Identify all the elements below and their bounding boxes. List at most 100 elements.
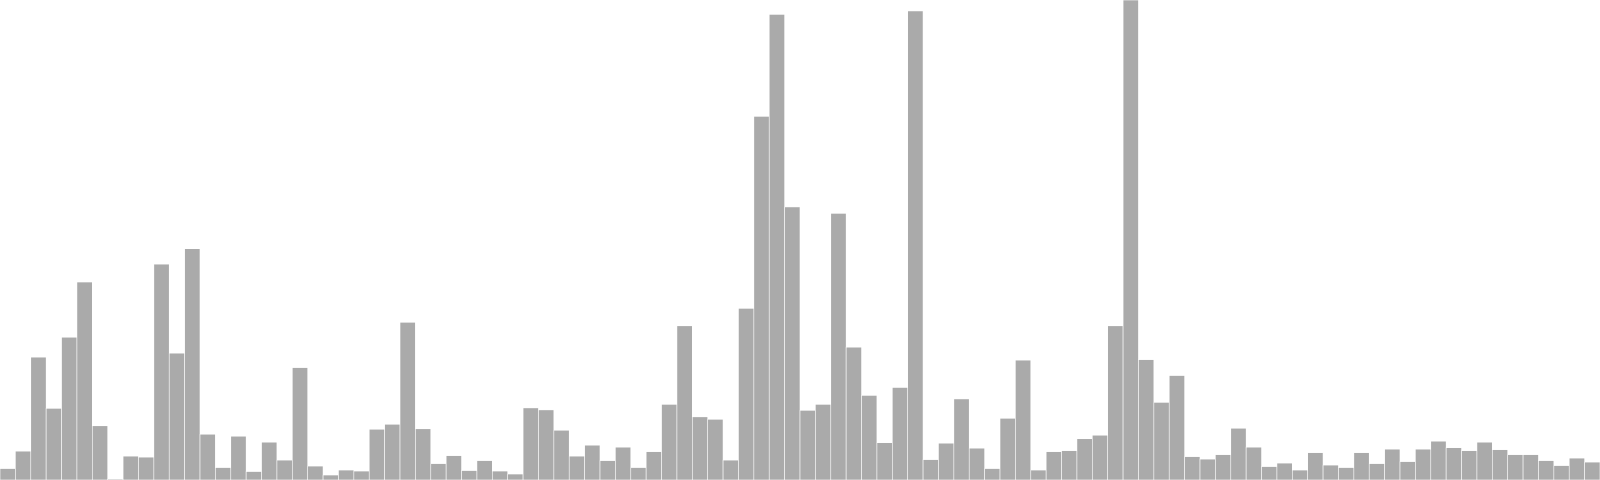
bar-20 [292, 367, 308, 480]
bar-71 [1076, 438, 1093, 480]
bar-72 [1092, 434, 1108, 480]
bar-104 [1584, 461, 1600, 480]
bar-98 [1492, 449, 1508, 480]
bar-40 [599, 460, 616, 480]
bar-22 [322, 474, 339, 480]
bar-29 [430, 463, 447, 480]
bar-81 [1230, 427, 1247, 480]
bar-13 [184, 248, 201, 480]
bar-36 [538, 409, 555, 480]
bar-59 [892, 387, 908, 480]
bar-48 [722, 459, 739, 480]
bar-39 [584, 444, 601, 480]
bar-87 [1322, 464, 1339, 480]
bar-91 [1384, 448, 1401, 480]
bar-90 [1368, 463, 1385, 480]
bar-26 [384, 423, 401, 480]
bar-2 [15, 450, 32, 480]
bar-3 [30, 356, 47, 480]
bar-85 [1292, 469, 1308, 480]
bar-35 [522, 407, 539, 480]
bar-46 [692, 416, 708, 480]
bar-96 [1461, 450, 1478, 480]
bar-27 [399, 322, 416, 480]
bar-54 [815, 404, 832, 480]
bar-93 [1415, 448, 1432, 480]
bar-102 [1553, 465, 1570, 480]
bar-15 [215, 467, 232, 480]
bar-68 [1030, 469, 1047, 480]
bar-5 [61, 336, 78, 480]
bar-95 [1445, 447, 1462, 480]
bar-97 [1476, 441, 1493, 480]
bar-7 [92, 425, 108, 480]
bar-25 [368, 428, 385, 480]
bar-16 [230, 435, 247, 480]
bar-64 [968, 447, 985, 480]
bar-50 [753, 116, 770, 480]
bar-69 [1045, 451, 1062, 480]
bar-34 [507, 473, 524, 480]
bar-82 [1245, 446, 1262, 480]
bar-92 [1399, 461, 1416, 480]
bar-49 [738, 308, 755, 480]
bar-58 [876, 442, 893, 480]
bar-37 [553, 429, 570, 480]
bar-99 [1507, 454, 1524, 480]
bar-60 [907, 10, 924, 480]
bar-23 [338, 469, 355, 480]
bar-76 [1153, 402, 1170, 480]
bar-1 [0, 468, 16, 480]
bar-21 [307, 465, 324, 480]
bar-52 [784, 206, 801, 480]
bar-44 [661, 404, 678, 480]
bar-77 [1168, 375, 1185, 480]
bar-18 [261, 441, 278, 480]
bar-94 [1430, 440, 1447, 480]
bar-80 [1215, 454, 1232, 480]
bar-45 [676, 325, 693, 480]
bar-89 [1353, 452, 1370, 480]
bar-74 [1122, 0, 1139, 480]
bar-103 [1568, 457, 1585, 480]
bar-33 [492, 470, 508, 480]
bar-101 [1538, 460, 1555, 480]
bar-4 [45, 408, 62, 480]
bar-57 [861, 395, 878, 480]
bar-14 [199, 433, 216, 480]
bar-11 [153, 263, 170, 480]
bar-66 [999, 418, 1016, 480]
bar-38 [568, 455, 585, 480]
bar-43 [645, 451, 662, 480]
bar-12 [168, 352, 185, 480]
bar-62 [938, 442, 955, 480]
bar-83 [1261, 466, 1278, 480]
bar-65 [984, 468, 1001, 480]
bar-75 [1138, 359, 1155, 480]
bar-86 [1307, 452, 1324, 480]
bar-9 [122, 455, 139, 480]
bar-24 [353, 470, 370, 480]
bar-88 [1338, 467, 1355, 480]
bar-55 [830, 213, 847, 480]
bar-51 [768, 14, 785, 480]
bar-70 [1061, 450, 1078, 480]
bar-61 [922, 459, 939, 480]
bar-19 [276, 459, 293, 480]
bar-73 [1107, 325, 1124, 480]
bar-100 [1522, 454, 1539, 480]
bar-28 [415, 428, 432, 480]
bar-78 [1184, 456, 1201, 480]
bar-79 [1199, 458, 1216, 480]
bar-17 [245, 471, 262, 480]
bar-84 [1276, 462, 1293, 480]
bar-41 [615, 446, 632, 480]
bar-47 [707, 419, 724, 480]
bar-32 [476, 460, 493, 480]
bar-6 [76, 281, 93, 480]
bar-67 [1015, 359, 1032, 480]
bar-30 [445, 455, 462, 480]
bar-53 [799, 410, 816, 480]
bar-56 [845, 346, 862, 480]
